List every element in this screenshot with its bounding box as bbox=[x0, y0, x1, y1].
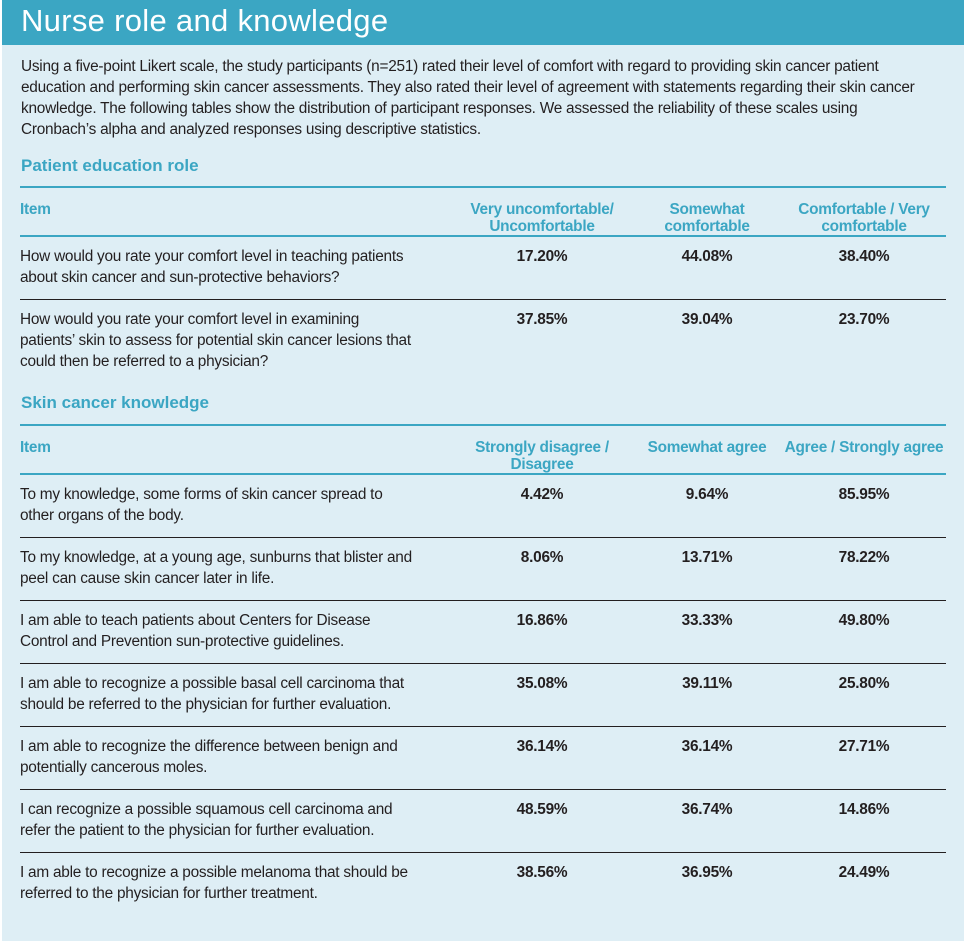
percentage-value: 27.71% bbox=[782, 726, 946, 790]
table-header-row: Item Strongly disagree / Disagree Somewhat… bbox=[20, 424, 946, 475]
table-row: To my knowledge, at a young age, sunburn… bbox=[20, 537, 946, 601]
percentage-value: 25.80% bbox=[782, 663, 946, 727]
percentage-value: 36.14% bbox=[452, 726, 632, 790]
column-header: Strongly disagree / Disagree bbox=[452, 424, 632, 475]
table-row: To my knowledge, some forms of skin canc… bbox=[20, 474, 946, 538]
table-row: I can recognize a possible squamous cell… bbox=[20, 789, 946, 853]
item-text: How would you rate your comfort level in… bbox=[20, 310, 411, 370]
table-row: How would you rate your comfort level in… bbox=[20, 236, 946, 300]
column-header: Somewhat agree bbox=[632, 424, 782, 475]
percentage-value: 33.33% bbox=[632, 600, 782, 664]
percentage-value: 49.80% bbox=[782, 600, 946, 664]
column-header: Item bbox=[20, 424, 452, 475]
column-header: Comfortable / Very comfortable bbox=[782, 186, 946, 237]
percentage-value: 23.70% bbox=[838, 310, 890, 328]
percentage-value: 36.14% bbox=[632, 726, 782, 790]
percentage-value: 24.49% bbox=[838, 863, 890, 881]
percentage-value: 39.11% bbox=[632, 663, 782, 727]
table-row: I am able to recognize the difference be… bbox=[20, 726, 946, 790]
percentage-value: 37.85% bbox=[516, 310, 568, 328]
intro-paragraph: Using a five-point Likert scale, the stu… bbox=[21, 58, 915, 138]
column-header: Very uncomfortable/ Uncomfortable bbox=[452, 186, 632, 237]
percentage-value: 48.59% bbox=[452, 789, 632, 853]
item-text: How would you rate your comfort level in… bbox=[20, 236, 452, 300]
percentage-value: 17.20% bbox=[452, 236, 632, 300]
section-heading-patient-education: Patient education role bbox=[21, 156, 199, 175]
table-header-row: Item Very uncomfortable/ Uncomfortable Som… bbox=[20, 186, 946, 237]
title-banner: Nurse role and knowledge bbox=[2, 0, 964, 45]
item-text: I am able to recognize the difference be… bbox=[20, 726, 452, 790]
percentage-value: 39.04% bbox=[681, 310, 733, 328]
percentage-value: 36.95% bbox=[681, 863, 733, 881]
percentage-value: 38.56% bbox=[516, 863, 568, 881]
percentage-value: 8.06% bbox=[452, 537, 632, 601]
percentage-value: 85.95% bbox=[782, 474, 946, 538]
percentage-value: 16.86% bbox=[452, 600, 632, 664]
percentage-value: 4.42% bbox=[452, 474, 632, 538]
percentage-value: 38.40% bbox=[782, 236, 946, 300]
percentage-value: 13.71% bbox=[632, 537, 782, 601]
column-header: Item bbox=[20, 186, 452, 237]
item-text: I am able to teach patients about Center… bbox=[20, 600, 452, 664]
item-text: To my knowledge, some forms of skin canc… bbox=[20, 474, 452, 538]
percentage-value: 9.64% bbox=[632, 474, 782, 538]
percentage-value: 44.08% bbox=[632, 236, 782, 300]
skin-cancer-knowledge-table: Item Strongly disagree / Disagree Somewhat… bbox=[20, 424, 946, 915]
item-text: I am able to recognize a possible basal … bbox=[20, 663, 452, 727]
percentage-value: 35.08% bbox=[452, 663, 632, 727]
table-row: I am able to recognize a possible basal … bbox=[20, 663, 946, 727]
column-header: Agree / Strongly agree bbox=[782, 424, 946, 475]
patient-education-table: Item Very uncomfortable/ Uncomfortable Som… bbox=[20, 186, 946, 372]
item-text: To my knowledge, at a young age, sunburn… bbox=[20, 537, 452, 601]
item-text: I am able to recognize a possible melano… bbox=[20, 863, 408, 902]
percentage-value: 14.86% bbox=[782, 789, 946, 853]
section-heading-skin-cancer-knowledge: Skin cancer knowledge bbox=[21, 393, 210, 412]
table-row: How would you rate your comfort level in… bbox=[20, 299, 946, 372]
table-row: I am able to recognize a possible melano… bbox=[20, 852, 946, 915]
percentage-value: 78.22% bbox=[782, 537, 946, 601]
column-header: Somewhat comfortable bbox=[632, 186, 782, 237]
item-text: I can recognize a possible squamous cell… bbox=[20, 789, 452, 853]
percentage-value: 36.74% bbox=[632, 789, 782, 853]
table-row: I am able to teach patients about Center… bbox=[20, 600, 946, 664]
page-title: Nurse role and knowledge bbox=[21, 3, 389, 38]
